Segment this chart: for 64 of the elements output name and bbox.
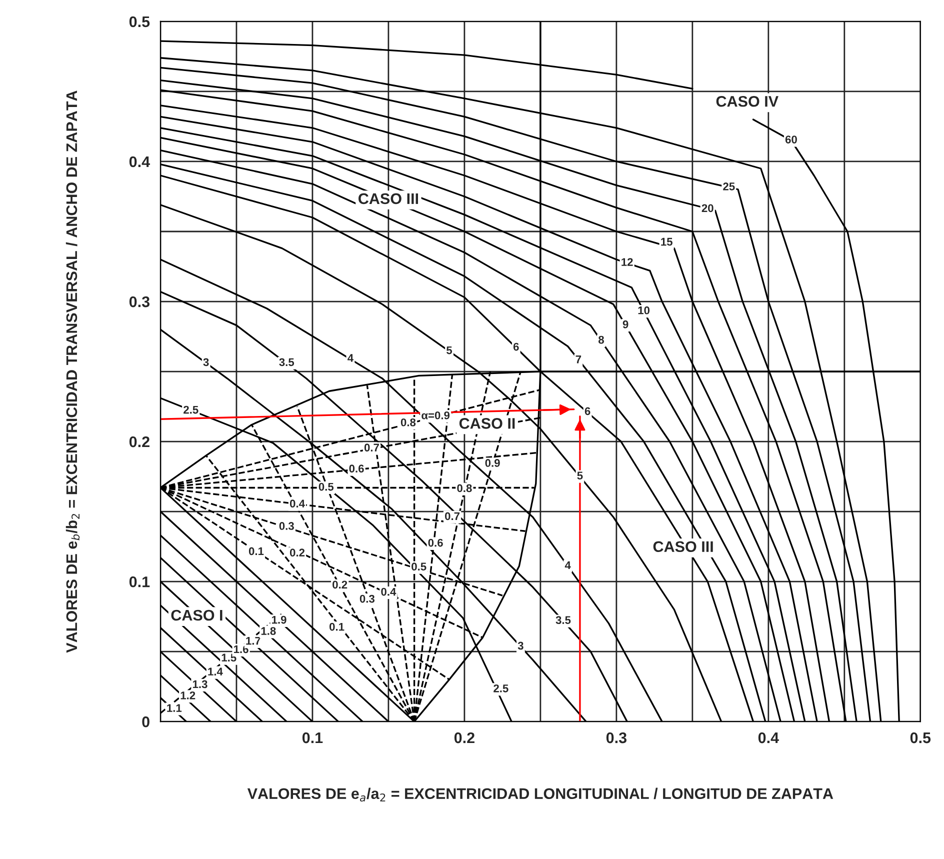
- x-tick-label: 0.3: [606, 732, 626, 744]
- annotation: 1.7: [246, 636, 260, 645]
- y-tick-label: 0.2: [129, 436, 150, 448]
- annotation: 1.8: [261, 627, 276, 635]
- annotation: 20: [702, 204, 714, 212]
- annotation: 3: [203, 358, 209, 366]
- annotation: 0.5: [412, 562, 426, 571]
- annotation: 60: [785, 136, 797, 144]
- annotation: 7: [576, 356, 582, 364]
- annotation: 0.6: [428, 538, 443, 547]
- y-tick-label: 0.1: [129, 576, 150, 588]
- x-tick-label: 0.5: [910, 732, 931, 744]
- annotation: 4: [348, 354, 354, 362]
- y-axis-title: VALORES DE e$_{b}$/b$_{2}$ = EXCENTRICIDAD TRANSVERSAL / ANCHO DE ZAPATA: [66, 90, 80, 653]
- annotation: 6: [513, 342, 519, 351]
- y-tick-label: 0.4: [129, 156, 150, 168]
- annotation: 9: [622, 320, 628, 328]
- annotation: 5: [446, 346, 452, 354]
- annotation: 1.1: [167, 704, 182, 712]
- annotation: 1.2: [180, 691, 196, 700]
- annotation: 0.8: [400, 418, 416, 426]
- annotation: 5: [577, 472, 583, 480]
- x-axis-title: VALORES DE e$_{a}$/a$_{2}$ = EXCENTRICIDAD LONGITUDINAL / LONGITUD DE ZAPATA: [247, 788, 834, 802]
- annotation: CASO IV: [716, 96, 778, 107]
- annotation: 0.2: [332, 580, 348, 589]
- annotation: 0.1: [248, 547, 264, 556]
- annotation: 10: [638, 306, 650, 314]
- annotation: 0.7: [445, 512, 460, 520]
- annotation: 1.3: [192, 680, 208, 688]
- annotation: 4: [564, 561, 571, 570]
- annotation: 25: [723, 182, 735, 190]
- annotation: 0.4: [290, 500, 305, 508]
- annotation: 0.1: [330, 622, 344, 631]
- annotation: 15: [661, 238, 672, 246]
- annotation: 3.5: [279, 358, 294, 366]
- annotation: CASO III: [653, 541, 713, 552]
- annotation: CASO III: [358, 193, 418, 204]
- x-tick-label: 0.4: [758, 732, 779, 744]
- annotation: 6: [584, 407, 590, 416]
- annotation: 0.8: [457, 484, 472, 492]
- annotation: 1.4: [208, 668, 223, 676]
- annotation: CASO I: [171, 610, 222, 621]
- annotation: 0.7: [364, 444, 379, 452]
- annotation: 0.5: [318, 482, 334, 491]
- annotation: 3.5: [556, 616, 571, 624]
- annotation: 12: [622, 258, 633, 266]
- x-tick-label: 0.2: [454, 732, 474, 744]
- y-tick-label: 0: [142, 716, 150, 728]
- x-tick-label: 0.1: [302, 732, 323, 744]
- annotation: 3: [518, 642, 524, 650]
- annotation: 2.5: [494, 684, 508, 692]
- annotation: 0.6: [349, 464, 364, 473]
- y-tick-label: 0.5: [129, 16, 150, 28]
- annotation: 2.5: [184, 406, 198, 414]
- y-tick-label: 0.3: [129, 296, 150, 308]
- annotation: 0.9: [485, 459, 500, 467]
- annotation: 0.4: [381, 588, 396, 596]
- annotation: 0.2: [290, 548, 305, 557]
- annotation: CASO II: [459, 418, 515, 429]
- annotation: α=0.9: [422, 411, 450, 420]
- annotation: 8: [598, 336, 604, 344]
- annotation: 0.3: [279, 522, 294, 530]
- annotation: 1.9: [272, 616, 286, 624]
- annotation: 0.3: [360, 594, 374, 603]
